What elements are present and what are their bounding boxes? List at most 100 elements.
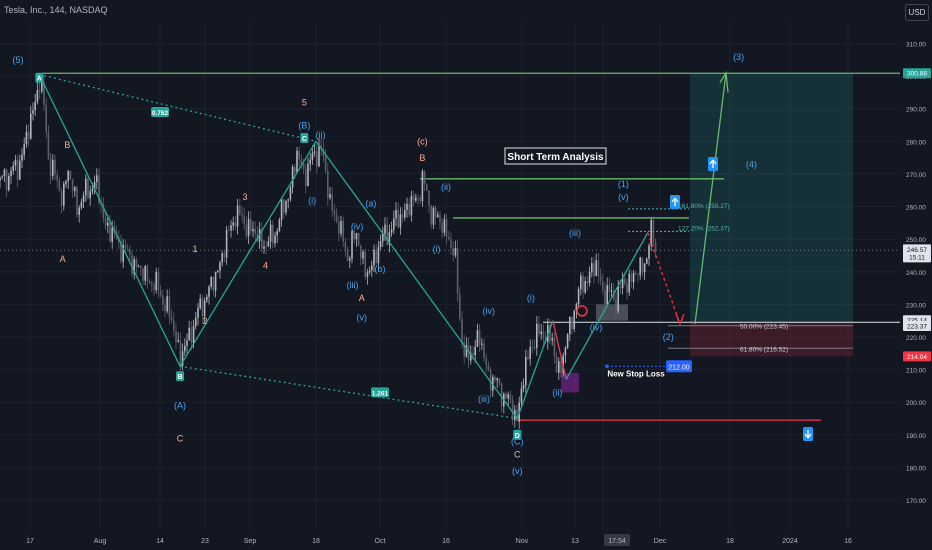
candle-body: [225, 230, 228, 258]
price-tick-label: 180.00: [906, 465, 926, 472]
ratio-badge: [151, 106, 169, 117]
candle-body: [232, 222, 234, 226]
candle-body: [56, 174, 58, 181]
candle-body: [131, 254, 133, 274]
candle-body: [21, 154, 23, 161]
candle-body: [318, 145, 320, 167]
candle-body: [577, 289, 580, 305]
candle-body: [179, 340, 182, 366]
candle-body: [203, 300, 206, 317]
wave-line: [315, 140, 518, 419]
candle-body: [404, 209, 406, 218]
candle-body: [456, 248, 459, 295]
candle-body: [529, 347, 531, 359]
symbol-title: Tesla, Inc., 144, NASDAQ: [4, 5, 108, 15]
projection-boxes: [561, 73, 853, 393]
candle-body: [89, 191, 91, 199]
candle-body: [236, 205, 239, 227]
candle-body: [382, 233, 384, 242]
candle-body: [254, 229, 256, 234]
wave-label: (5): [13, 55, 24, 65]
pivot-marker: [176, 371, 184, 382]
currency-button[interactable]: USD: [905, 4, 929, 21]
candle-body: [566, 334, 569, 348]
stop-price-badge: [666, 360, 692, 373]
candle-body: [353, 231, 355, 240]
candle-body: [509, 394, 512, 400]
chart-title: Short Term Analysis: [507, 152, 604, 163]
pivot-marker: [300, 133, 309, 144]
wave-label: (i): [527, 293, 535, 303]
candle-body: [3, 169, 6, 176]
wave-label: (v): [512, 466, 523, 476]
grid-lines: [0, 22, 900, 530]
wave-label: 5: [302, 97, 307, 107]
candle-body: [652, 219, 655, 243]
candle-body: [340, 220, 342, 234]
candle-body: [67, 171, 69, 182]
candle-body: [410, 195, 413, 216]
candle-body: [520, 388, 523, 403]
candle-body: [432, 207, 435, 225]
candle-body: [357, 233, 360, 246]
candle-body: [344, 241, 347, 250]
price-tick-label: 210.00: [906, 368, 926, 375]
candle-body: [617, 286, 619, 312]
candle-body: [252, 229, 254, 232]
candle-body: [366, 272, 369, 277]
candle-body: [395, 209, 397, 219]
time-tick-label: Oct: [375, 538, 386, 545]
candle-body: [650, 219, 652, 246]
hover-date-badge: [604, 534, 630, 546]
candle-body: [329, 194, 331, 198]
candle-body: [181, 351, 184, 366]
candle-body: [243, 215, 245, 225]
candle-body: [217, 270, 219, 272]
candle-body: [289, 187, 292, 200]
candle-body: [628, 273, 630, 293]
candle-body: [294, 166, 296, 173]
candle-body: [386, 224, 388, 245]
candle-body: [120, 241, 122, 262]
target-zone: [690, 73, 853, 323]
candle-body: [195, 317, 197, 326]
candle-body: [0, 176, 1, 181]
candle-body: [65, 181, 67, 184]
candle-body: [137, 265, 140, 267]
wave-label: (iii): [347, 280, 359, 290]
candle-body: [52, 159, 54, 177]
time-tick-label: 16: [442, 538, 450, 545]
fib-level-label: 127.20% (252.37): [678, 225, 730, 232]
projection-arrow-down: [647, 232, 681, 325]
price-tick-label: 170.00: [906, 498, 926, 505]
candle-body: [36, 90, 39, 102]
wave-label: (B): [298, 120, 310, 130]
candle-body: [221, 253, 223, 263]
candle-body: [219, 262, 221, 271]
candle-body: [555, 356, 558, 373]
candle-body: [148, 281, 151, 284]
ratio-badge: [371, 387, 389, 398]
candle-body: [564, 347, 567, 356]
candle-body: [368, 270, 371, 273]
candle-body: [166, 296, 168, 312]
candle-body: [355, 233, 358, 240]
candle-body: [300, 159, 303, 165]
price-tick-label: 250.00: [906, 237, 926, 244]
candle-body: [34, 101, 36, 111]
candle-body: [210, 277, 212, 287]
pivot-marker-label: A: [37, 76, 42, 83]
candle-body: [610, 290, 613, 292]
candle-body: [212, 277, 215, 291]
price-badge-sub: 15:11: [909, 254, 925, 261]
pivot-marker-label: C: [302, 136, 307, 143]
candle-body: [291, 166, 294, 188]
fib-level-label: 50.00% (223.45): [740, 324, 788, 331]
candle-body: [107, 222, 109, 226]
candle-body: [124, 245, 127, 249]
candle-body: [214, 271, 217, 291]
candle-body: [342, 220, 344, 242]
